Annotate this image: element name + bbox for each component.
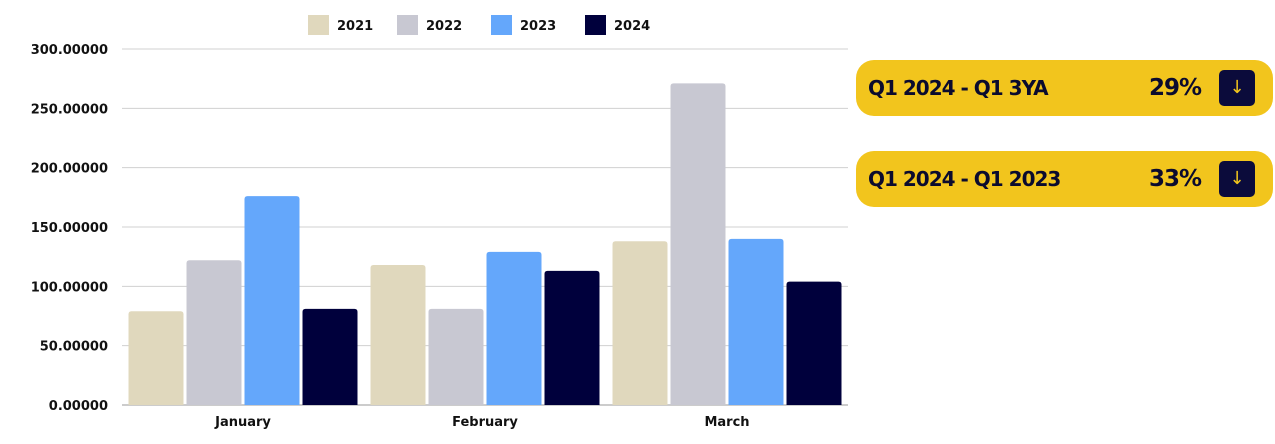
x-category-label: February — [452, 415, 518, 430]
legend-label-2022: 2022 — [426, 19, 462, 34]
legend-label-2023: 2023 — [520, 19, 556, 34]
y-tick-label: 200.00000 — [31, 162, 108, 177]
bar-2023-january — [244, 196, 300, 405]
legend-swatch-2024 — [585, 15, 606, 35]
kpi-value: 33% — [1148, 166, 1202, 192]
chart-legend: 2021 2022 2023 2024 — [308, 15, 650, 35]
arrow-down-icon: ↓ — [1219, 161, 1255, 197]
legend-label-2024: 2024 — [614, 19, 650, 34]
x-category-label: January — [214, 415, 271, 430]
bar-2022-january — [186, 260, 242, 405]
kpi-card-3ya: Q1 2024 - Q1 3YA 29% ↓ — [856, 60, 1273, 116]
kpi-card-2023: Q1 2024 - Q1 2023 33% ↓ — [856, 151, 1273, 207]
x-axis-category-labels: January February March — [214, 415, 749, 430]
y-tick-label: 150.00000 — [31, 221, 108, 236]
chart-gridlines — [122, 48, 848, 406]
legend-swatch-2021 — [308, 15, 329, 35]
kpi-value: 29% — [1148, 75, 1202, 101]
bar-2021-march — [612, 241, 668, 405]
legend-swatch-2022 — [397, 15, 418, 35]
bar-2021-january — [128, 311, 184, 405]
y-tick-label: 50.00000 — [40, 340, 108, 355]
bar-2022-february — [428, 308, 484, 405]
bar-2024-march — [786, 281, 842, 405]
legend-swatch-2023 — [491, 15, 512, 35]
bar-chart: 0.00000 50.00000 100.00000 150.00000 200.000… — [31, 15, 848, 430]
bar-2023-march — [728, 238, 784, 405]
y-tick-label: 300.00000 — [31, 43, 108, 58]
y-tick-label: 250.00000 — [31, 102, 108, 117]
bar-2022-march — [670, 83, 726, 405]
kpi-label: Q1 2024 - Q1 2023 — [868, 167, 1061, 191]
bar-2024-february — [544, 270, 600, 405]
y-axis-tick-labels: 0.00000 50.00000 100.00000 150.00000 200.000… — [31, 43, 108, 414]
kpi-label: Q1 2024 - Q1 3YA — [868, 76, 1049, 100]
bar-2021-february — [370, 264, 426, 405]
y-tick-label: 100.00000 — [31, 280, 108, 295]
arrow-down-icon: ↓ — [1219, 70, 1255, 106]
bar-2024-january — [302, 308, 358, 405]
bar-2023-february — [486, 251, 542, 405]
chart-bars — [128, 83, 842, 405]
legend-label-2021: 2021 — [337, 19, 373, 34]
y-tick-label: 0.00000 — [49, 399, 108, 414]
x-category-label: March — [704, 415, 749, 430]
